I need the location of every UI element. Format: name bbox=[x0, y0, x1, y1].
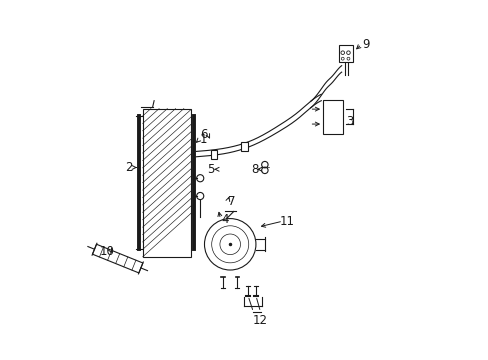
Text: 6: 6 bbox=[199, 128, 207, 141]
Bar bbox=[339, 45, 353, 62]
Text: 8: 8 bbox=[251, 163, 258, 176]
Text: 5: 5 bbox=[207, 163, 214, 176]
Text: 3: 3 bbox=[346, 114, 353, 127]
Text: 2: 2 bbox=[124, 161, 132, 174]
Text: 7: 7 bbox=[228, 195, 235, 208]
Text: 10: 10 bbox=[100, 245, 114, 258]
Circle shape bbox=[341, 57, 344, 60]
Text: 11: 11 bbox=[279, 215, 294, 228]
Bar bbox=[323, 100, 342, 134]
Text: 4: 4 bbox=[221, 213, 228, 226]
Text: 9: 9 bbox=[362, 38, 369, 51]
Text: 1: 1 bbox=[199, 133, 207, 146]
Bar bbox=[241, 143, 247, 152]
Circle shape bbox=[346, 57, 349, 60]
Bar bbox=[210, 150, 217, 158]
Bar bbox=[142, 109, 190, 257]
Text: 12: 12 bbox=[253, 314, 267, 327]
